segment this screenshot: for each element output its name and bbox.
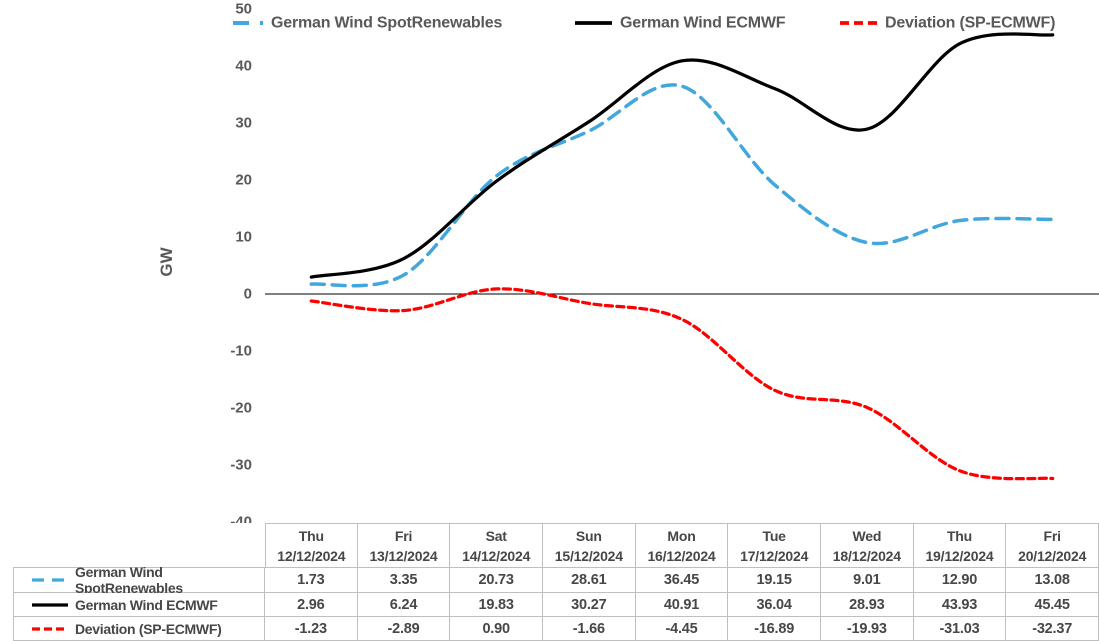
table-value-cell: 45.45 — [1006, 593, 1099, 617]
column-header: Wed 18/12/2024 — [820, 523, 914, 568]
column-header-day: Mon — [667, 527, 696, 544]
column-header-day: Sun — [575, 527, 602, 544]
y-tick-label: 0 — [244, 286, 252, 303]
table-value-cell: 1.73 — [265, 568, 358, 593]
column-header: Sun 15/12/2024 — [542, 523, 636, 568]
table-value-cell: 28.61 — [542, 568, 636, 593]
series-line-0 — [309, 83, 1055, 288]
column-header-date: 20/12/2024 — [1018, 547, 1087, 564]
y-axis-title: GW — [157, 246, 176, 276]
table-value-cell: 19.83 — [450, 593, 543, 617]
y-tick-label: -10 — [230, 343, 252, 360]
table-row-label: German Wind ECMWF — [13, 593, 265, 617]
column-header-day: Sat — [485, 527, 507, 544]
y-tick-label: 20 — [235, 172, 252, 189]
column-header-date: 16/12/2024 — [647, 547, 716, 564]
series-line-1 — [309, 32, 1055, 279]
table-value-cell: 36.45 — [635, 568, 729, 593]
column-header-day: Fri — [394, 527, 413, 544]
table-value-cell: -4.45 — [635, 617, 729, 641]
y-tick-label: -30 — [230, 457, 252, 474]
y-tick-label: 10 — [235, 229, 252, 246]
legend-item: Deviation (SP-ECMWF) — [840, 15, 1055, 32]
table-value-cell: -19.93 — [820, 617, 914, 641]
table-value-cell: 3.35 — [357, 568, 451, 593]
table-value-cell: 40.91 — [635, 593, 729, 617]
table-corner-spacer — [13, 523, 265, 568]
column-header-day: Fri — [1043, 527, 1062, 544]
table-value-cell: 19.15 — [728, 568, 821, 593]
column-header: Fri 20/12/2024 — [1006, 523, 1099, 568]
table-value-cell: 12.90 — [913, 568, 1007, 593]
y-tick-label: 40 — [235, 58, 252, 75]
column-header-day: Wed — [852, 527, 882, 544]
column-header: Fri 13/12/2024 — [357, 523, 451, 568]
legend-label: Deviation (SP-ECMWF) — [885, 15, 1055, 32]
chart-canvas: 50 40 30 20 10 0 -10 -20 -30 -40 GW German Wind Spo… — [157, 1, 1099, 531]
y-tick-label: -40 — [230, 514, 252, 524]
column-header: Sat 14/12/2024 — [450, 523, 543, 568]
table-row-label: German Wind SpotRenewables — [13, 564, 265, 596]
table-value-cell: 30.27 — [542, 593, 636, 617]
column-header-date: 17/12/2024 — [740, 547, 809, 564]
column-header: Thu 12/12/2024 — [265, 523, 358, 568]
legend-item: German Wind ECMWF — [575, 15, 786, 32]
table-value-cell: 43.93 — [913, 593, 1007, 617]
table-value-cell: -32.37 — [1006, 617, 1099, 641]
column-header-date: 15/12/2024 — [554, 547, 623, 564]
legend-label: German Wind SpotRenewables — [271, 15, 502, 32]
column-header-day: Tue — [762, 527, 786, 544]
column-header: Thu 19/12/2024 — [913, 523, 1007, 568]
y-tick-label: -20 — [230, 400, 252, 417]
table-value-cell: -2.89 — [357, 617, 451, 641]
column-header-day: Thu — [298, 527, 324, 544]
table-value-cell: 13.08 — [1006, 568, 1099, 593]
column-header-date: 13/12/2024 — [369, 547, 438, 564]
row-marker-solid-icon — [32, 602, 68, 607]
legend-item: German Wind SpotRenewables — [233, 15, 503, 32]
column-header-date: 18/12/2024 — [832, 547, 901, 564]
column-header: Tue 17/12/2024 — [728, 523, 821, 568]
row-marker-dashed-icon — [32, 626, 68, 631]
table-value-cell: -31.03 — [913, 617, 1007, 641]
wind-forecast-chart: 50 40 30 20 10 0 -10 -20 -30 -40 GW German Wind Spo… — [157, 1, 1099, 531]
legend-label: German Wind ECMWF — [620, 15, 786, 32]
data-table: Thu 12/12/2024 Fri 13/12/2024 Sat 14/12/2024 S… — [13, 523, 1099, 641]
table-value-cell: 6.24 — [357, 593, 451, 617]
table-row-label: Deviation (SP-ECMWF) — [13, 617, 265, 641]
table-value-cell: 28.93 — [820, 593, 914, 617]
table-value-cell: -16.89 — [728, 617, 821, 641]
column-header-date: 12/12/2024 — [277, 547, 346, 564]
column-header-date: 19/12/2024 — [925, 547, 994, 564]
table-value-cell: -1.66 — [542, 617, 636, 641]
row-marker-dashed-icon — [32, 578, 68, 582]
row-label-text: Deviation (SP-ECMWF) — [75, 620, 222, 637]
column-header-date: 14/12/2024 — [462, 547, 531, 564]
row-label-text: German Wind ECMWF — [75, 596, 218, 613]
y-tick-label: 50 — [235, 1, 252, 18]
table-value-cell: 9.01 — [820, 568, 914, 593]
table-value-cell: 20.73 — [450, 568, 543, 593]
row-label-text: German Wind SpotRenewables — [75, 564, 183, 596]
column-header-day: Thu — [946, 527, 973, 544]
series-line-2 — [309, 287, 1055, 481]
table-value-cell: -1.23 — [265, 617, 358, 641]
y-tick-label: 30 — [235, 115, 252, 132]
table-value-cell: 0.90 — [450, 617, 543, 641]
table-value-cell: 36.04 — [728, 593, 821, 617]
column-header: Mon 16/12/2024 — [635, 523, 729, 568]
table-value-cell: 2.96 — [265, 593, 358, 617]
